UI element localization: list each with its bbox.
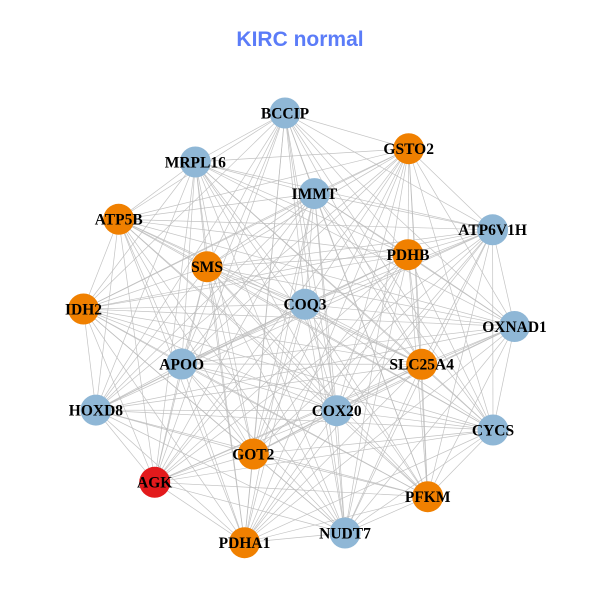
svg-text:COQ3: COQ3 <box>283 297 326 314</box>
svg-text:BCCIP: BCCIP <box>261 105 310 122</box>
svg-text:AGK: AGK <box>137 475 172 492</box>
svg-text:SMS: SMS <box>191 259 223 276</box>
svg-text:MRPL16: MRPL16 <box>165 154 226 171</box>
svg-text:NUDT7: NUDT7 <box>319 525 371 542</box>
svg-text:PDHB: PDHB <box>386 247 429 264</box>
svg-text:CYCS: CYCS <box>472 422 514 439</box>
svg-text:APOO: APOO <box>159 356 204 373</box>
svg-text:COX20: COX20 <box>312 403 362 420</box>
svg-text:IMMT: IMMT <box>292 186 338 203</box>
svg-text:ATP6V1H: ATP6V1H <box>458 222 527 239</box>
svg-text:OXNAD1: OXNAD1 <box>482 319 547 336</box>
svg-text:SLC25A4: SLC25A4 <box>389 357 454 374</box>
svg-text:IDH2: IDH2 <box>65 301 102 318</box>
svg-text:HOXD8: HOXD8 <box>69 402 124 419</box>
svg-text:GOT2: GOT2 <box>232 446 274 463</box>
svg-text:ATP5B: ATP5B <box>95 212 143 229</box>
svg-text:GSTO2: GSTO2 <box>383 141 434 158</box>
svg-text:PDHA1: PDHA1 <box>219 535 271 552</box>
svg-text:PFKM: PFKM <box>405 489 451 506</box>
